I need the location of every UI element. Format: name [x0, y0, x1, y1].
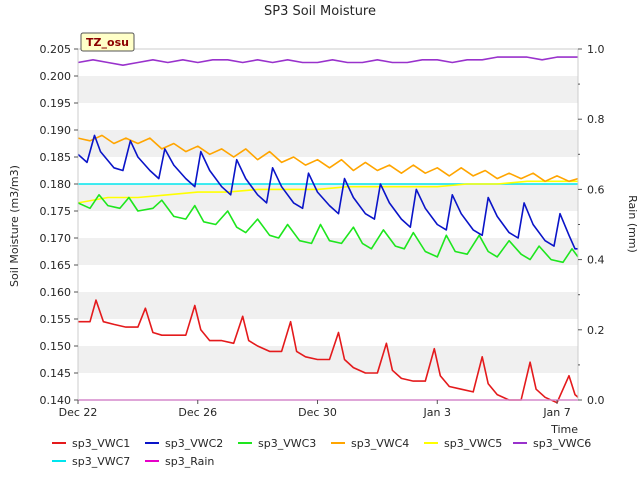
series-line-sp3_VWC3 [77, 194, 579, 264]
series-line-sp3_VWC6 [77, 56, 578, 66]
legend-label-sp3_VWC6: sp3_VWC6 [533, 437, 591, 450]
legend-label-sp3_VWC7: sp3_VWC7 [72, 455, 130, 468]
x-tick-label: Dec 30 [298, 406, 337, 419]
y-tick-label: 0.185 [40, 151, 72, 164]
x-axis-label: Time [550, 423, 578, 436]
x-tick-label: Jan 3 [423, 406, 451, 419]
x-tick-label: Jan 7 [542, 406, 570, 419]
y2-tick-label: 0.2 [587, 324, 605, 337]
series-line-sp3_VWC1 [78, 299, 579, 404]
x-tick-label: Dec 26 [178, 406, 217, 419]
y-axis-left: 0.140 0.145 0.150 0.155 0.160 0.165 0.170 0.175… [40, 43, 78, 407]
legend-label-sp3_VWC3: sp3_VWC3 [258, 437, 316, 450]
y2-tick-label: 0.6 [587, 183, 605, 196]
legend-label-sp3_Rain: sp3_Rain [165, 455, 214, 468]
y2-tick-label: 0.0 [587, 394, 605, 407]
y2-tick-label: 1.0 [587, 43, 605, 56]
grid-band [78, 292, 578, 319]
y2-axis-label: Rain (mm) [626, 195, 639, 253]
grid-band [78, 76, 578, 103]
legend-label-sp3_VWC4: sp3_VWC4 [351, 437, 409, 450]
y-tick-label: 0.190 [40, 124, 72, 137]
y-tick-label: 0.155 [40, 313, 72, 326]
y-tick-label: 0.165 [40, 259, 72, 272]
y-axis-label: Soil Moisture (m3/m3) [8, 165, 21, 287]
station-label: TZ_osu [86, 36, 129, 49]
y-tick-label: 0.140 [40, 394, 72, 407]
series-lines [77, 56, 579, 404]
y-tick-label: 0.205 [40, 43, 72, 56]
x-tick-label: Dec 22 [59, 406, 98, 419]
y-tick-label: 0.175 [40, 205, 72, 218]
legend-label-sp3_VWC2: sp3_VWC2 [165, 437, 223, 450]
x-axis: Dec 22 Dec 26 Dec 30 Jan 3 Jan 7 [59, 400, 571, 419]
series-line-sp3_VWC4 [77, 134, 579, 183]
y2-tick-label: 0.4 [587, 254, 605, 267]
grid-band [78, 130, 578, 157]
y-tick-label: 0.180 [40, 178, 72, 191]
y-tick-label: 0.170 [40, 232, 72, 245]
legend-label-sp3_VWC1: sp3_VWC1 [72, 437, 130, 450]
series-line-sp3_VWC2 [77, 134, 578, 250]
chart-title: SP3 Soil Moisture [264, 4, 376, 19]
y2-tick-label: 0.8 [587, 113, 605, 126]
y-axis-right: 0.0 0.2 0.4 0.6 0.8 1.0 [578, 43, 605, 407]
y-tick-label: 0.200 [40, 70, 72, 83]
y-tick-label: 0.195 [40, 97, 72, 110]
y-tick-label: 0.145 [40, 367, 72, 380]
series-line-sp3_VWC5 [77, 180, 578, 204]
station-label-box: TZ_osu [80, 32, 135, 52]
y-tick-label: 0.150 [40, 340, 72, 353]
grid-band [78, 238, 578, 265]
legend: sp3_VWC1 sp3_VWC2 sp3_VWC3 sp3_VWC4 sp3_VWC5… [52, 437, 591, 468]
y-tick-label: 0.160 [40, 286, 72, 299]
legend-label-sp3_VWC5: sp3_VWC5 [444, 437, 502, 450]
